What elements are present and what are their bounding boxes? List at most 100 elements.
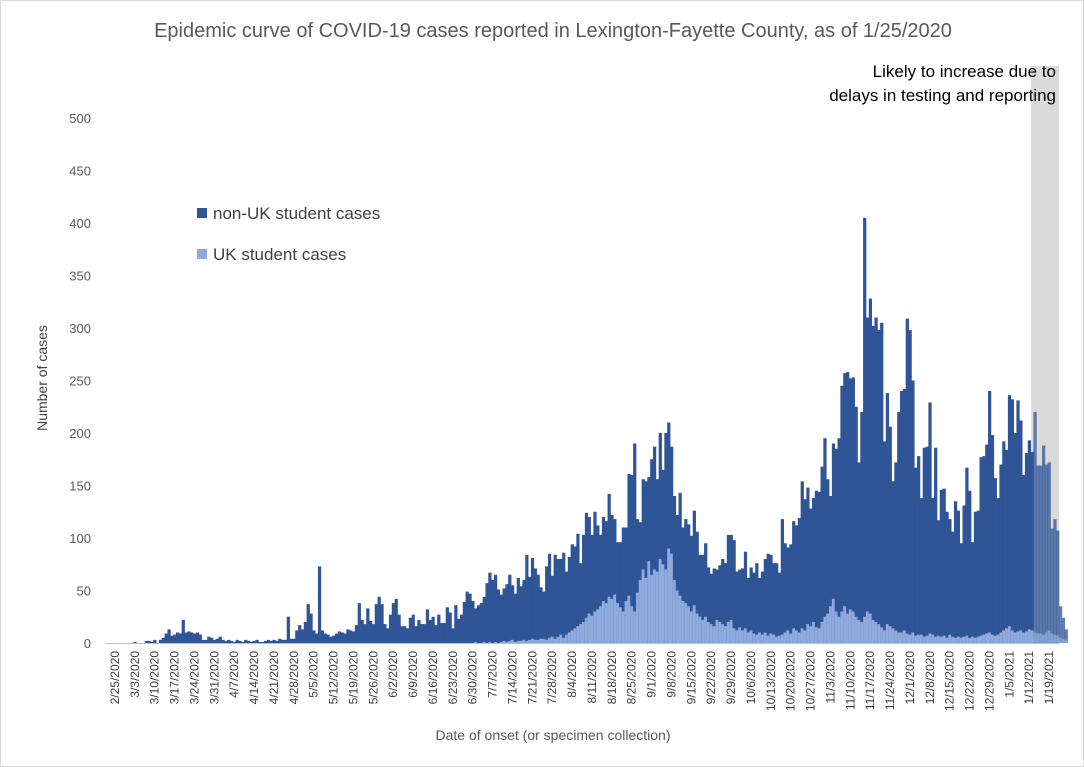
bar-non-uk (525, 554, 529, 643)
bar-non-uk (195, 632, 200, 643)
bar-non-uk (587, 517, 591, 643)
bar-non-uk (468, 593, 472, 643)
bar-non-uk (823, 438, 827, 643)
bar-non-uk (880, 322, 884, 643)
bar-uk (780, 634, 784, 643)
x-tick-label: 3/3/2020 (128, 651, 142, 698)
bar-non-uk (462, 602, 466, 643)
bar-uk (803, 630, 807, 643)
x-tick-label: 8/11/2020 (585, 651, 599, 704)
bar-non-uk (564, 571, 569, 643)
bar-non-uk (970, 542, 975, 643)
bar-non-uk (871, 325, 875, 643)
bar-uk (664, 569, 668, 643)
bar-uk (993, 635, 997, 643)
x-tick-label: 7/14/2020 (505, 651, 519, 705)
bar-uk (1041, 634, 1046, 643)
x-tick-label: 10/6/2020 (744, 651, 758, 705)
bar-uk (996, 634, 1000, 643)
bar-non-uk (178, 633, 183, 643)
bar-non-uk (457, 618, 461, 643)
y-tick-label: 200 (69, 426, 91, 441)
bar-non-uk (939, 489, 943, 643)
bar-non-uk (369, 620, 373, 643)
y-tick-label: 450 (69, 164, 91, 179)
bar-non-uk (786, 547, 790, 643)
bar-non-uk (650, 459, 654, 643)
bar-uk (942, 635, 946, 643)
x-tick-label: 11/17/2020 (863, 651, 877, 710)
bar-non-uk (340, 632, 344, 643)
bar-non-uk (675, 514, 679, 643)
bar-non-uk (848, 378, 853, 643)
bar-non-uk (408, 617, 413, 643)
bar-uk (692, 605, 696, 643)
bar-non-uk (996, 498, 1000, 643)
legend-item-uk: UK student cases (197, 245, 346, 265)
bar-non-uk (502, 588, 506, 643)
bar-uk (502, 640, 506, 643)
bar-non-uk (766, 553, 770, 643)
bar-non-uk (434, 625, 438, 643)
bar-non-uk (420, 624, 424, 643)
bar-uk (922, 636, 926, 643)
bar-non-uk (545, 566, 549, 643)
x-tick-label: 8/18/2020 (605, 651, 619, 705)
bar-uk (681, 601, 685, 643)
bar-uk (1005, 628, 1009, 643)
bar-non-uk (258, 641, 262, 643)
bar-non-uk (482, 596, 486, 643)
bar-non-uk (326, 634, 330, 643)
bar-non-uk (164, 633, 168, 643)
bar-uk (874, 622, 878, 643)
bar-non-uk (496, 589, 501, 643)
bar-non-uk (860, 412, 864, 643)
bar-non-uk (144, 640, 148, 643)
bar-non-uk (689, 535, 694, 643)
bar-uk (792, 628, 796, 643)
bar-uk (1044, 632, 1049, 643)
bar-uk (968, 637, 972, 643)
bar-uk (1019, 630, 1023, 643)
bar-uk (556, 636, 560, 643)
bar-uk (786, 630, 790, 643)
bar-non-uk (241, 641, 245, 643)
bar-non-uk (173, 634, 177, 643)
bar-uk (635, 592, 640, 643)
bar-uk (522, 639, 526, 643)
bar-non-uk (562, 552, 566, 643)
bar-uk (709, 624, 714, 643)
x-tick-label: 3/24/2020 (187, 651, 201, 705)
bar-non-uk (601, 517, 606, 643)
bar-uk (516, 640, 520, 643)
bar-non-uk (275, 640, 279, 643)
bar-uk (721, 624, 725, 643)
bar-uk (970, 636, 975, 643)
bar-non-uk (281, 639, 285, 643)
x-tick-label: 6/23/2020 (446, 651, 460, 705)
bar-uk (772, 634, 776, 643)
bar-uk (672, 580, 677, 643)
bar-non-uk (388, 614, 393, 643)
bar-uk (758, 632, 762, 643)
bar-uk (488, 641, 492, 643)
bar-non-uk (187, 631, 191, 643)
bar-non-uk (684, 519, 688, 643)
bar-non-uk (400, 626, 404, 643)
bar-uk (1033, 632, 1037, 643)
bar-non-uk (352, 631, 356, 643)
bar-non-uk (596, 525, 600, 643)
bar-non-uk (1033, 412, 1037, 643)
bar-uk (743, 628, 748, 643)
bar-non-uk (584, 512, 589, 643)
bar-non-uk (814, 490, 819, 643)
bar-non-uk (448, 612, 452, 643)
bar-uk (474, 641, 478, 643)
bar-non-uk (1019, 420, 1023, 643)
bar-uk (931, 634, 935, 643)
bar-non-uk (882, 441, 887, 643)
bar-non-uk (550, 575, 555, 643)
bar-non-uk (244, 639, 248, 643)
bar-uk (712, 626, 716, 643)
bar-non-uk (809, 508, 813, 643)
